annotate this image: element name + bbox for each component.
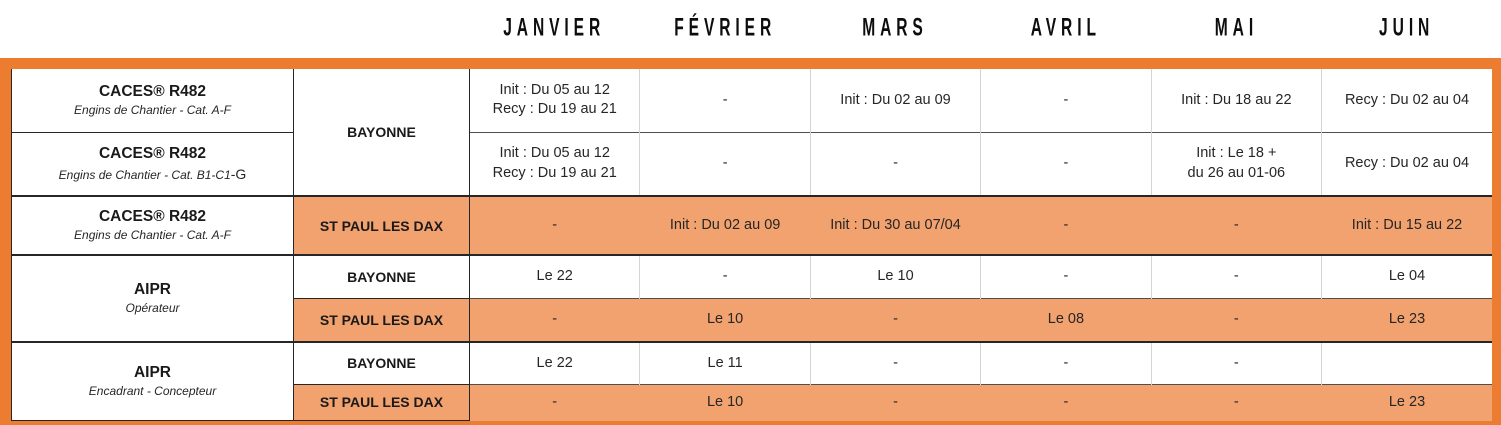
table-row: CACES® R482 Engins de Chantier - Cat. A-…	[11, 194, 1492, 256]
schedule-cell: Init : Le 18 + du 26 au 01-06	[1150, 131, 1322, 196]
schedule-cell: Init : Du 05 au 12 Recy : Du 19 au 21	[468, 131, 640, 196]
month-header-avril: AVRIL	[981, 15, 1152, 42]
course-cell: CACES® R482 Engins de Chantier - Cat. A-…	[11, 194, 294, 256]
schedule-cell: Recy : Du 02 au 04	[1321, 69, 1492, 133]
month-label: MARS	[862, 14, 929, 42]
month-label: AVRIL	[1030, 14, 1101, 42]
schedule-cell: -	[980, 254, 1152, 299]
course-title: AIPR	[133, 364, 172, 382]
month-header-janvier: JANVIER	[469, 15, 640, 42]
schedule-cell: -	[1150, 340, 1322, 385]
table-row: ST PAUL LES DAX - Le 10 - Le 08 - Le 23	[12, 298, 1492, 343]
location-cell: ST PAUL LES DAX	[293, 383, 470, 422]
month-label: MAI	[1214, 14, 1258, 42]
course-cell: CACES® R482 Engins de Chantier - Cat. A-…	[11, 69, 294, 133]
schedule-cell: -	[469, 298, 640, 342]
schedule-cell: -	[1151, 298, 1322, 342]
schedule-cell: -	[1150, 254, 1322, 299]
schedule-cell: -	[639, 69, 811, 133]
course-title: CACES® R482	[98, 208, 207, 226]
schedule-cell: Le 23	[1321, 383, 1492, 421]
table-row: ST PAUL LES DAX - Le 10 - - - Le 23	[12, 383, 1492, 422]
schedule-cell: -	[980, 383, 1152, 421]
schedule-cell: -	[980, 69, 1152, 133]
month-label: JUIN	[1379, 14, 1435, 42]
schedule-cell	[1321, 340, 1492, 385]
schedule-cell: -	[809, 131, 981, 196]
course-subtitle: Engins de Chantier - Cat. A-F	[74, 103, 231, 118]
schedule-cell: -	[810, 383, 981, 421]
month-header-fevrier: FÉVRIER	[640, 15, 811, 42]
schedule-cell: Le 22	[468, 254, 640, 299]
course-cell: AIPR Opérateur	[11, 254, 294, 343]
course-cell: AIPR Encadrant - Concepteur	[11, 340, 294, 421]
schedule-cell: -	[1151, 383, 1322, 421]
schedule-cell: Le 10	[639, 383, 811, 421]
location-cell: BAYONNE	[293, 254, 470, 300]
schedule-cell: Le 22	[468, 340, 640, 385]
month-header-mai: MAI	[1151, 15, 1322, 42]
schedule-cell: Init : Du 02 au 09	[639, 194, 811, 256]
schedule-cell: Le 11	[639, 340, 811, 385]
schedule-cell: Le 10	[809, 254, 981, 299]
schedule-cell: Init : Du 18 au 22	[1150, 69, 1322, 133]
schedule-cell: -	[980, 340, 1152, 385]
location-cell: BAYONNE	[293, 340, 470, 385]
table-row: CACES® R482 Engins de Chantier - Cat. B1…	[11, 131, 1492, 197]
schedule-cell: Init : Du 30 au 07/04	[810, 194, 981, 256]
schedule-cell: Init : Du 05 au 12 Recy : Du 19 au 21	[468, 69, 640, 133]
schedule-cell: Init : Du 02 au 09	[809, 69, 981, 133]
schedule-cell: Init : Du 15 au 22	[1321, 194, 1492, 256]
course-cell: CACES® R482 Engins de Chantier - Cat. B1…	[11, 131, 294, 197]
course-subtitle: Engins de Chantier - Cat. B1-C1-G	[16, 165, 289, 184]
month-label: JANVIER	[503, 14, 606, 42]
table-row: AIPR Opérateur BAYONNE Le 22 - Le 10 - -…	[11, 254, 1492, 343]
course-subtitle-italic: Engins de Chantier - Cat. B1-C1	[58, 168, 231, 183]
training-schedule-table: CACES® R482 Engins de Chantier - Cat. A-…	[11, 69, 1492, 422]
month-label: FÉVRIER	[673, 14, 776, 42]
course-title: AIPR	[133, 281, 172, 299]
course-title: CACES® R482	[98, 83, 207, 101]
schedule-cell: -	[810, 298, 981, 342]
location-cell: ST PAUL LES DAX	[293, 298, 470, 343]
course-subtitle: Opérateur	[125, 301, 180, 316]
location-cell: ST PAUL LES DAX	[293, 194, 470, 256]
schedule-cell: -	[469, 194, 640, 256]
table-row: AIPR Encadrant - Concepteur BAYONNE Le 2…	[11, 340, 1492, 421]
schedule-cell: Le 08	[980, 298, 1152, 342]
table-row: CACES® R482 Engins de Chantier - Cat. A-…	[11, 69, 1492, 197]
course-title: CACES® R482	[98, 145, 207, 163]
course-subtitle-suffix: -G	[230, 166, 247, 183]
schedule-cell: -	[639, 131, 811, 196]
schedule-cell: -	[980, 194, 1152, 256]
location-cell: BAYONNE	[293, 69, 470, 197]
schedule-cell: Le 10	[639, 298, 811, 342]
schedule-cell: -	[639, 254, 811, 299]
schedule-cell: Le 23	[1321, 298, 1492, 342]
schedule-table-frame: CACES® R482 Engins de Chantier - Cat. A-…	[0, 58, 1501, 425]
schedule-cell: Recy : Du 02 au 04	[1321, 131, 1492, 196]
schedule-cell: -	[1151, 194, 1322, 256]
schedule-cell: -	[809, 340, 981, 385]
schedule-cell: -	[980, 131, 1152, 196]
month-header-mars: MARS	[810, 15, 981, 42]
course-subtitle: Encadrant - Concepteur	[88, 384, 217, 399]
schedule-cell: -	[469, 383, 640, 421]
course-subtitle: Engins de Chantier - Cat. A-F	[74, 228, 231, 243]
month-header-juin: JUIN	[1322, 15, 1493, 42]
months-header: JANVIER FÉVRIER MARS AVRIL MAI JUIN	[0, 0, 1501, 58]
schedule-cell: Le 04	[1321, 254, 1492, 299]
